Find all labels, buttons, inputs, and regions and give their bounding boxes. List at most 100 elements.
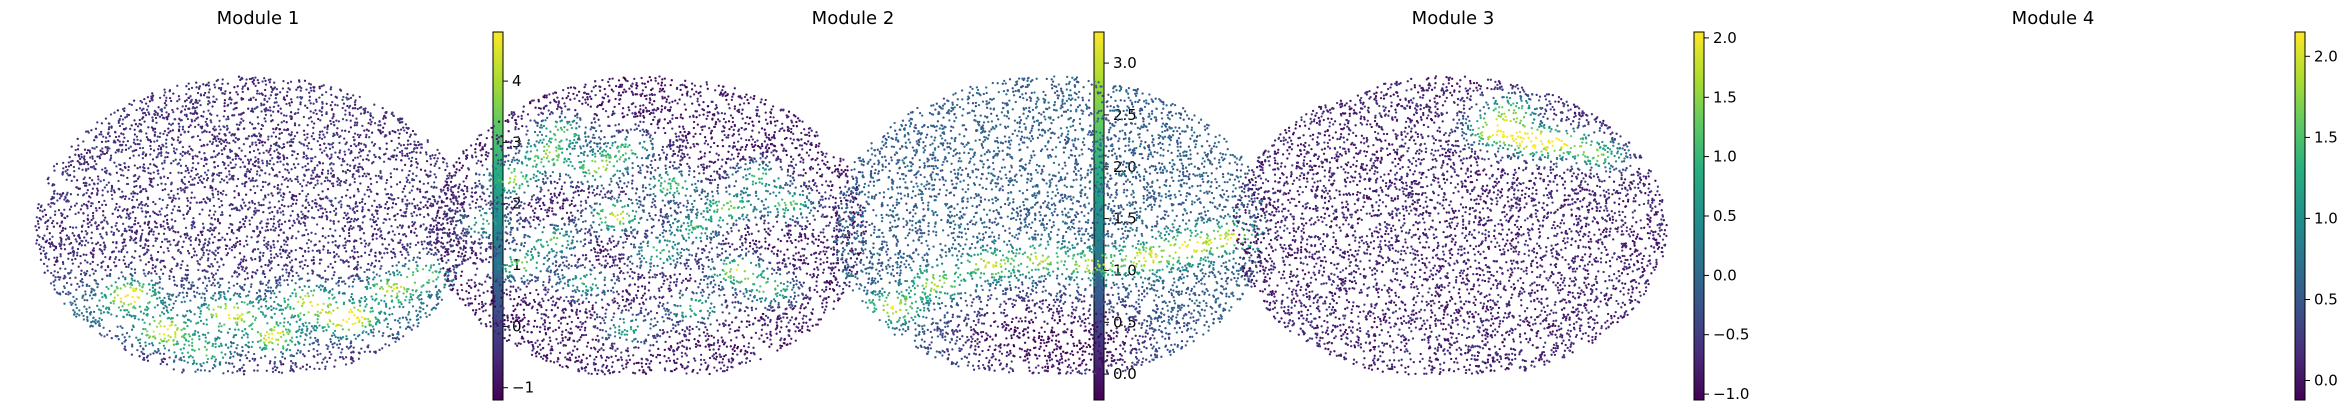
scatter-point — [275, 338, 278, 341]
scatter-point — [221, 277, 224, 280]
scatter-point — [298, 192, 301, 196]
scatter-point — [349, 308, 352, 311]
scatter-point — [235, 302, 239, 305]
scatter-point — [237, 154, 240, 158]
scatter-point — [409, 231, 413, 234]
scatter-point — [428, 228, 432, 231]
scatter-point — [429, 155, 432, 158]
scatter-point — [123, 255, 126, 258]
scatter-point — [189, 175, 192, 178]
scatter-point — [340, 196, 344, 199]
scatter-point — [123, 197, 127, 201]
scatter-point — [289, 339, 292, 342]
scatter-point — [336, 180, 339, 183]
scatter-point — [241, 87, 244, 90]
scatter-point — [80, 277, 84, 281]
scatter-point — [288, 140, 291, 143]
scatter-point — [118, 124, 122, 128]
scatter-point — [357, 357, 361, 360]
scatter-point — [414, 243, 418, 247]
scatter-point — [252, 248, 255, 251]
scatter-point — [443, 231, 447, 235]
scatter-point — [355, 117, 358, 120]
scatter-point — [273, 150, 276, 153]
scatter-point — [403, 163, 407, 167]
scatter-point — [322, 329, 325, 333]
scatter-point — [261, 226, 264, 229]
scatter-point — [398, 305, 401, 308]
scatter-point — [131, 150, 134, 153]
scatter-point — [132, 195, 135, 198]
scatter-point — [127, 225, 130, 228]
scatter-point — [341, 336, 345, 339]
scatter-point — [146, 197, 150, 201]
scatter-point — [292, 219, 295, 222]
scatter-point — [416, 256, 419, 259]
scatter-point — [219, 284, 222, 287]
scatter-point — [304, 206, 308, 209]
scatter-point — [270, 305, 273, 308]
scatter-point — [366, 346, 370, 349]
scatter-point — [288, 104, 292, 107]
scatter-point — [204, 287, 207, 290]
scatter-point — [228, 173, 231, 176]
scatter-point — [460, 232, 463, 235]
scatter-point — [454, 258, 458, 262]
scatter-point — [95, 242, 98, 246]
scatter-point — [431, 154, 434, 157]
scatter-point — [373, 220, 376, 224]
scatter-point — [153, 140, 156, 143]
scatter-point — [177, 205, 181, 209]
scatter-point — [46, 265, 49, 268]
scatter-point — [80, 244, 83, 247]
scatter-point — [275, 253, 278, 256]
scatter-point — [101, 252, 104, 255]
scatter-point — [208, 130, 211, 134]
scatter-point — [116, 287, 119, 290]
scatter-point — [63, 248, 67, 251]
scatter-point — [115, 171, 119, 174]
scatter-point — [179, 164, 183, 167]
scatter-point — [345, 345, 349, 348]
scatter-point — [351, 173, 355, 176]
scatter-point — [208, 209, 212, 212]
scatter-point — [199, 103, 202, 107]
scatter-point — [205, 289, 208, 292]
scatter-point — [215, 139, 218, 143]
scatter-point — [195, 291, 199, 294]
scatter-point — [373, 199, 376, 202]
scatter-point — [148, 323, 151, 326]
scatter-point — [135, 336, 138, 339]
scatter-point — [213, 129, 216, 132]
scatter-point — [151, 286, 155, 289]
scatter-point — [398, 117, 402, 120]
scatter-point — [428, 296, 432, 300]
scatter-point — [211, 133, 214, 137]
scatter-point — [373, 142, 377, 146]
scatter-point — [210, 313, 213, 316]
scatter-point — [384, 302, 388, 305]
scatter-point — [347, 148, 350, 151]
scatter-point — [444, 247, 447, 251]
scatter-point — [300, 328, 304, 332]
scatter-point — [76, 251, 79, 254]
scatter-point — [56, 199, 59, 202]
scatter-point — [430, 248, 433, 251]
scatter-point — [365, 303, 368, 306]
scatter-point — [329, 340, 333, 344]
scatter-point — [170, 218, 174, 221]
scatter-point — [406, 251, 409, 254]
scatter-point — [199, 309, 202, 313]
scatter-point — [288, 255, 291, 259]
scatter-point — [325, 343, 328, 347]
scatter-point — [422, 223, 425, 226]
scatter-point — [372, 328, 375, 331]
scatter-point — [284, 328, 288, 331]
scatter-point — [264, 83, 268, 86]
scatter-point — [251, 177, 254, 180]
scatter-point — [412, 211, 416, 214]
scatter-point — [122, 315, 125, 318]
scatter-point — [302, 115, 306, 119]
scatter-point — [176, 249, 180, 253]
scatter-point — [237, 328, 240, 331]
